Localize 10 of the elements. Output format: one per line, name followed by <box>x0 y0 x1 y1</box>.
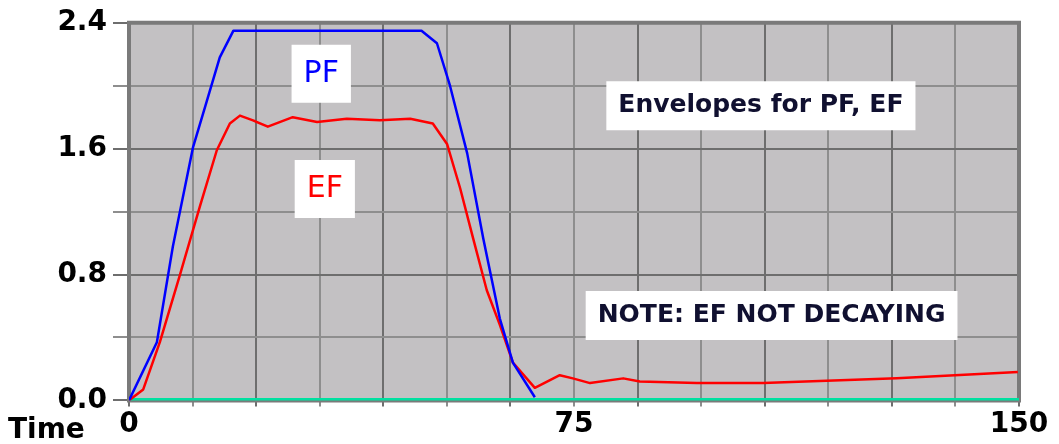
annotation: NOTE: EF NOT DECAYING <box>597 298 946 328</box>
series-label: PF <box>303 53 339 89</box>
series-label: EF <box>306 168 343 204</box>
x-tick-label: 75 <box>554 406 594 440</box>
annotation: Envelopes for PF, EF <box>618 89 904 119</box>
y-tick-label: 2.4 <box>57 4 107 38</box>
x-tick-label: 150 <box>989 406 1049 440</box>
x-tick-label: 0 <box>119 406 139 440</box>
y-tick-label: 0.8 <box>57 255 107 289</box>
y-tick-label: 1.6 <box>57 129 107 163</box>
